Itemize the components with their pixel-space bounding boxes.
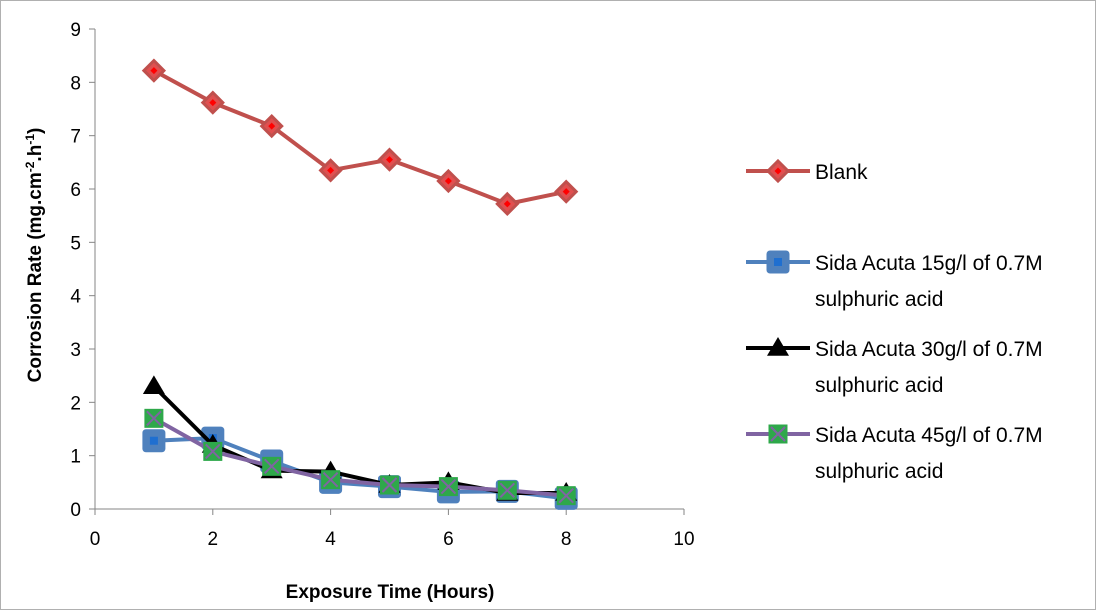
- series-0-point-core: [444, 177, 452, 185]
- series-2-point: [142, 375, 165, 395]
- series-0-point-core: [386, 156, 393, 164]
- series-3-point-x2: [322, 471, 339, 488]
- legend-swatch-marker-core: [774, 258, 782, 266]
- series-0-point-core: [562, 188, 570, 196]
- x-tick-label: 4: [325, 529, 336, 550]
- y-tick-label: 3: [70, 340, 81, 361]
- x-tick-label: 10: [673, 529, 694, 550]
- legend-item-3: Sida Acuta 45g/l of 0.7M sulphuric acid: [746, 424, 1043, 483]
- x-axis-title: Exposure Time (Hours): [286, 582, 495, 603]
- series-0-point-core: [268, 122, 276, 130]
- y-tick-label: 2: [70, 393, 81, 414]
- y-tick-label: 0: [70, 500, 81, 521]
- y-tick-label: 4: [70, 287, 81, 308]
- y-tick-label: 8: [70, 73, 81, 94]
- series-0: [141, 58, 579, 217]
- series-0-point-core: [503, 200, 511, 208]
- y-axis-title-text: Corrosion Rate (mg.cm-2.h-1): [23, 128, 46, 383]
- legend-label: Sida Acuta 15g/l of 0.7M: [815, 252, 1043, 275]
- legend: Blank Sida Acuta 15g/l of 0.7M sulphuric a…: [746, 158, 1043, 483]
- legend-item-1: Sida Acuta 15g/l of 0.7M sulphuric acid: [746, 250, 1043, 311]
- x-tick-label: 0: [90, 529, 101, 550]
- legend-swatch-marker: [767, 337, 789, 356]
- x-tick-label: 6: [443, 529, 454, 550]
- legend-label: Sida Acuta 30g/l of 0.7M: [815, 338, 1043, 361]
- x-tick-label: 8: [561, 529, 572, 550]
- series-layer: [141, 58, 579, 510]
- series-3: [144, 408, 576, 506]
- axes: 0 1 2 3 4 5 6 7 8 9 0 2 4 6 8 10: [70, 20, 694, 550]
- series-3-point-x2: [263, 458, 280, 475]
- series-3-point-x2: [558, 487, 574, 504]
- legend-label: sulphuric acid: [815, 374, 943, 397]
- legend-label: Blank: [815, 161, 868, 184]
- series-3-line: [152, 416, 567, 498]
- series-3-point-x2: [381, 477, 398, 493]
- y-tick-label: 6: [70, 180, 81, 201]
- series-3-point-x2: [440, 478, 457, 495]
- series-0-point-core: [150, 67, 158, 75]
- series-3-point-x2: [146, 410, 162, 427]
- y-tick-label: 9: [70, 20, 81, 41]
- legend-label: sulphuric acid: [815, 288, 943, 311]
- legend-label: sulphuric acid: [815, 460, 943, 483]
- y-axis-title: Corrosion Rate (mg.cm-2.h-1): [23, 128, 46, 383]
- y-tick-label: 1: [70, 447, 81, 468]
- series-3-point-x2: [499, 482, 516, 499]
- legend-swatch-marker-x2: [770, 426, 786, 442]
- y-tick-label: 7: [70, 127, 81, 148]
- legend-item-0: Blank: [746, 158, 868, 184]
- legend-item-2: Sida Acuta 30g/l of 0.7M sulphuric acid: [746, 337, 1043, 397]
- series-1-point-core: [149, 436, 158, 445]
- series-0-point-core: [209, 99, 217, 107]
- series-3-point-x2: [205, 443, 221, 460]
- series-0-point-core: [327, 166, 335, 174]
- x-tick-label: 2: [208, 529, 219, 550]
- series-0-line: [152, 68, 567, 206]
- legend-label: Sida Acuta 45g/l of 0.7M: [815, 424, 1043, 447]
- legend-swatch-marker-core: [774, 167, 782, 175]
- y-tick-label: 5: [70, 233, 81, 254]
